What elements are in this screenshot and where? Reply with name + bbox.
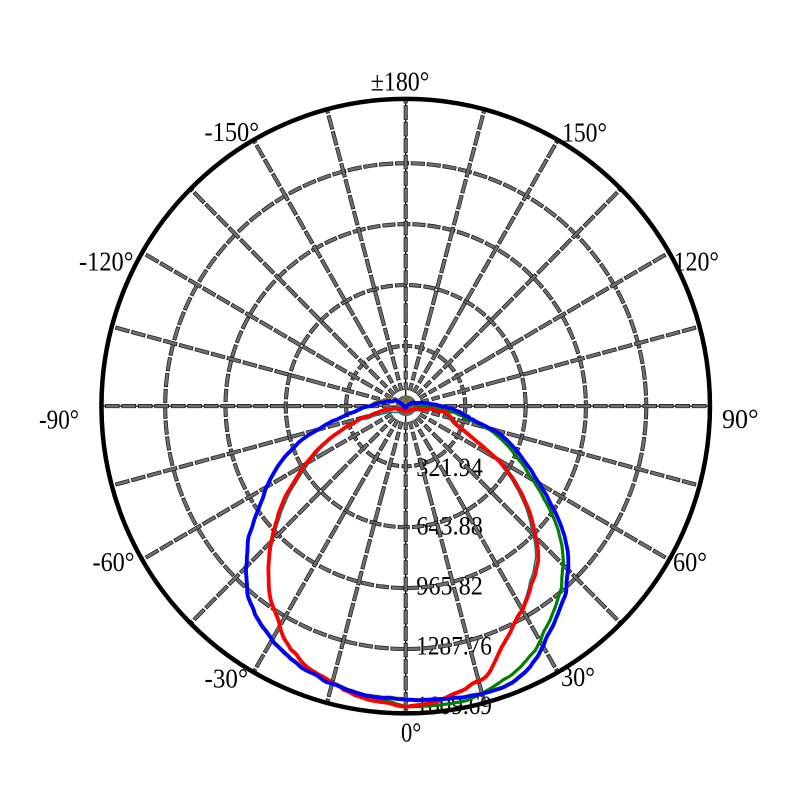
svg-text:90°: 90° (722, 404, 759, 434)
svg-text:150°: 150° (562, 118, 607, 148)
svg-text:-150°: -150° (205, 117, 260, 147)
svg-text:±180°: ±180° (371, 66, 430, 96)
svg-text:-60°: -60° (93, 547, 135, 577)
svg-text:-90°: -90° (39, 405, 79, 435)
svg-text:321.94: 321.94 (416, 453, 483, 482)
svg-text:30°: 30° (561, 662, 595, 692)
svg-text:120°: 120° (674, 247, 720, 277)
svg-text:60°: 60° (673, 547, 707, 577)
svg-text:0°: 0° (401, 718, 421, 748)
svg-text:-120°: -120° (79, 247, 134, 277)
svg-text:-30°: -30° (205, 664, 249, 694)
